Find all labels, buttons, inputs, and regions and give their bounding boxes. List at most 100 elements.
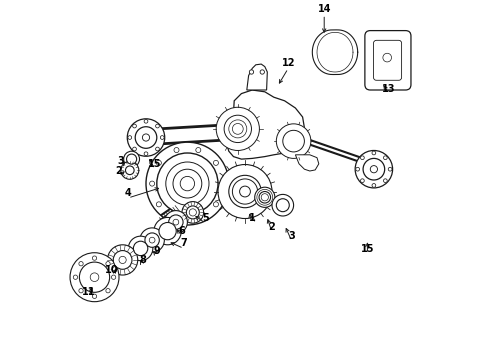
Circle shape bbox=[154, 217, 181, 245]
FancyBboxPatch shape bbox=[365, 31, 411, 90]
Circle shape bbox=[157, 153, 218, 214]
Polygon shape bbox=[247, 64, 268, 90]
Circle shape bbox=[119, 256, 126, 264]
Circle shape bbox=[128, 136, 132, 139]
Circle shape bbox=[180, 176, 195, 191]
Text: 2: 2 bbox=[116, 166, 122, 176]
Text: 15: 15 bbox=[148, 159, 162, 169]
Circle shape bbox=[164, 211, 187, 234]
Circle shape bbox=[79, 262, 110, 292]
Text: 3: 3 bbox=[289, 231, 295, 241]
Circle shape bbox=[224, 115, 251, 143]
Circle shape bbox=[128, 236, 153, 261]
Circle shape bbox=[79, 262, 83, 266]
Circle shape bbox=[144, 152, 148, 156]
Circle shape bbox=[149, 237, 155, 243]
Circle shape bbox=[144, 120, 148, 123]
Circle shape bbox=[356, 167, 360, 171]
Text: 7: 7 bbox=[180, 238, 187, 248]
Text: 15: 15 bbox=[361, 244, 374, 254]
Text: 2: 2 bbox=[269, 222, 275, 232]
Circle shape bbox=[107, 245, 138, 275]
Circle shape bbox=[92, 256, 97, 260]
Circle shape bbox=[174, 215, 179, 220]
Circle shape bbox=[121, 161, 139, 179]
Circle shape bbox=[146, 142, 229, 225]
Circle shape bbox=[159, 222, 176, 240]
Circle shape bbox=[133, 147, 136, 151]
Circle shape bbox=[169, 215, 183, 229]
Circle shape bbox=[135, 127, 157, 148]
Circle shape bbox=[166, 162, 209, 205]
Circle shape bbox=[160, 136, 164, 139]
Circle shape bbox=[214, 160, 219, 165]
Circle shape bbox=[361, 179, 364, 183]
Circle shape bbox=[384, 179, 387, 183]
Circle shape bbox=[220, 181, 225, 186]
Circle shape bbox=[70, 253, 119, 302]
Circle shape bbox=[240, 186, 250, 197]
Circle shape bbox=[196, 148, 201, 153]
Circle shape bbox=[214, 202, 219, 207]
Circle shape bbox=[113, 251, 132, 269]
Circle shape bbox=[283, 130, 304, 152]
Circle shape bbox=[255, 187, 275, 207]
Circle shape bbox=[372, 184, 376, 187]
Circle shape bbox=[156, 160, 161, 165]
Circle shape bbox=[133, 241, 148, 256]
Circle shape bbox=[355, 150, 392, 188]
Text: 8: 8 bbox=[139, 255, 146, 265]
Circle shape bbox=[90, 273, 99, 282]
Circle shape bbox=[156, 124, 159, 128]
Circle shape bbox=[218, 165, 272, 219]
Circle shape bbox=[127, 119, 165, 156]
Circle shape bbox=[186, 206, 199, 219]
Circle shape bbox=[372, 151, 376, 155]
Text: 10: 10 bbox=[105, 265, 119, 275]
Text: 12: 12 bbox=[281, 58, 295, 68]
Text: 11: 11 bbox=[82, 287, 95, 297]
Circle shape bbox=[111, 275, 116, 279]
Circle shape bbox=[261, 194, 269, 201]
Circle shape bbox=[272, 194, 294, 216]
Circle shape bbox=[189, 209, 196, 216]
Text: 14: 14 bbox=[318, 4, 331, 14]
Circle shape bbox=[363, 158, 385, 180]
Polygon shape bbox=[226, 90, 304, 159]
Circle shape bbox=[143, 134, 149, 141]
Text: 3: 3 bbox=[118, 156, 124, 166]
Circle shape bbox=[156, 202, 161, 207]
Circle shape bbox=[149, 181, 155, 186]
Text: 13: 13 bbox=[382, 84, 396, 94]
Circle shape bbox=[216, 107, 259, 150]
Circle shape bbox=[123, 151, 140, 167]
Text: 9: 9 bbox=[153, 246, 160, 256]
Circle shape bbox=[276, 199, 289, 212]
Text: 1: 1 bbox=[249, 213, 256, 223]
Circle shape bbox=[259, 192, 270, 203]
Circle shape bbox=[140, 228, 164, 252]
Polygon shape bbox=[295, 155, 319, 171]
Circle shape bbox=[370, 166, 377, 173]
Circle shape bbox=[383, 53, 392, 62]
Circle shape bbox=[182, 202, 204, 223]
Circle shape bbox=[74, 275, 77, 279]
Circle shape bbox=[173, 169, 202, 198]
Text: 6: 6 bbox=[179, 226, 185, 236]
Circle shape bbox=[106, 288, 110, 293]
Circle shape bbox=[384, 156, 387, 159]
Text: 4: 4 bbox=[124, 188, 131, 198]
FancyBboxPatch shape bbox=[373, 40, 402, 80]
Circle shape bbox=[126, 154, 137, 164]
Circle shape bbox=[388, 167, 392, 171]
Circle shape bbox=[229, 175, 261, 208]
Circle shape bbox=[106, 262, 110, 266]
Circle shape bbox=[174, 148, 179, 153]
Circle shape bbox=[133, 124, 136, 128]
Circle shape bbox=[173, 219, 179, 225]
Text: 5: 5 bbox=[202, 213, 209, 223]
Circle shape bbox=[260, 70, 265, 74]
Circle shape bbox=[196, 215, 201, 220]
Circle shape bbox=[361, 156, 364, 159]
Circle shape bbox=[249, 70, 254, 74]
